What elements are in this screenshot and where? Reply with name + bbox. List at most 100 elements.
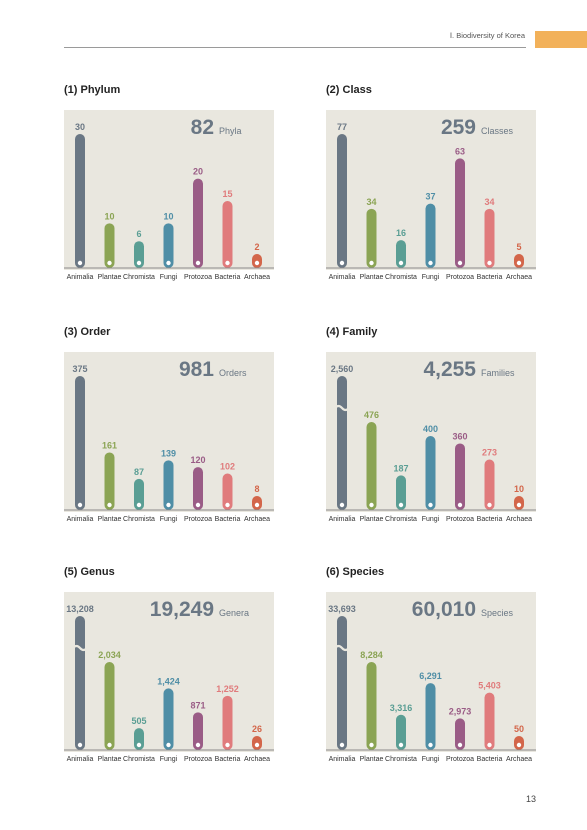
bar-bacteria — [484, 208, 495, 268]
category-label: Bacteria — [215, 274, 241, 281]
category-label: Archaea — [506, 516, 532, 523]
data-label: 34 — [484, 197, 494, 207]
category-label: Plantae — [98, 756, 122, 763]
data-label: 505 — [131, 716, 146, 726]
bar-protozoa — [455, 158, 465, 268]
bar-marker-dot — [77, 742, 83, 748]
bar-protozoa — [193, 712, 203, 750]
chart-phylum: (1) Phylum 30 Animalia 10 Plantae 6 Chromista… — [64, 84, 274, 281]
bar-plantae — [104, 662, 115, 750]
category-label: Fungi — [422, 756, 440, 763]
chart-class: (2) Class 77 Animalia 34 Plantae 16 Chromista… — [326, 84, 536, 281]
data-label: 2,973 — [449, 706, 472, 716]
bar-fungi — [163, 460, 174, 510]
data-label: 16 — [396, 228, 406, 238]
bar-marker-dot — [136, 502, 142, 508]
chart-svg: 30 Animalia 10 Plantae 6 Chromista 10 Fungi 20 Pr… — [64, 110, 274, 281]
data-label: 50 — [514, 724, 524, 734]
bar-plantae — [366, 422, 377, 510]
category-label: Archaea — [506, 274, 532, 281]
axis-break-mark — [334, 404, 350, 412]
bar-marker-dot — [428, 260, 433, 266]
chart-title: (5) Genus — [64, 566, 115, 578]
data-label: 13,208 — [66, 604, 94, 614]
category-label: Chromista — [385, 274, 417, 281]
bar-marker-dot — [339, 502, 345, 508]
chart-total-value: 19,249 — [150, 598, 214, 621]
data-label: 63 — [455, 146, 465, 156]
bar-marker-dot — [339, 742, 345, 748]
chart-svg: 375 Animalia 161 Plantae 87 Chromista 139 Fungi… — [64, 352, 274, 523]
category-label: Chromista — [385, 756, 417, 763]
bar-marker-dot — [166, 742, 171, 748]
bar-protozoa — [193, 178, 203, 268]
bar-animalia — [337, 134, 347, 268]
category-label: Plantae — [360, 516, 384, 523]
bar-marker-dot — [339, 260, 345, 266]
chart-total-unit: Phyla — [219, 126, 242, 136]
header-accent-tab — [535, 31, 587, 48]
bar-fungi — [163, 223, 174, 268]
bar-bacteria — [222, 695, 233, 750]
category-label: Fungi — [422, 274, 440, 281]
chart-species: (6) Species 33,693 Animalia 8,284 Plantae 3,… — [326, 566, 536, 763]
bar-plantae — [104, 223, 115, 268]
category-label: Protozoa — [184, 274, 212, 281]
chart-svg: 13,208 Animalia 2,034 Plantae 505 Chromista 1,… — [64, 592, 274, 763]
category-label: Plantae — [98, 516, 122, 523]
bar-protozoa — [455, 443, 465, 510]
data-label: 375 — [72, 364, 87, 374]
bar-chromista — [396, 714, 406, 750]
data-label: 1,424 — [157, 676, 180, 686]
bar-chromista — [134, 728, 144, 750]
bar-marker-dot — [195, 260, 201, 266]
bar-marker-dot — [254, 260, 260, 266]
chart-genus: (5) Genus 13,208 Animalia 2,034 Plantae 505 C… — [64, 566, 274, 763]
bar-marker-dot — [225, 502, 230, 508]
category-label: Bacteria — [215, 756, 241, 763]
bar-marker-dot — [487, 742, 492, 748]
axis-break-mark — [334, 644, 350, 652]
data-label: 476 — [364, 410, 379, 420]
chart-total-unit: Orders — [219, 368, 247, 378]
chart-total-value: 82 — [191, 116, 214, 139]
category-label: Protozoa — [446, 516, 474, 523]
chart-total-value: 259 — [441, 116, 476, 139]
category-label: Chromista — [123, 516, 155, 523]
bar-fungi — [425, 436, 436, 510]
bar-marker-dot — [195, 502, 201, 508]
bar-animalia — [75, 616, 85, 750]
bar-marker-dot — [166, 260, 171, 266]
category-label: Fungi — [160, 756, 178, 763]
bar-protozoa — [193, 467, 203, 510]
bar-marker-dot — [77, 260, 83, 266]
data-label: 6 — [136, 229, 141, 239]
chart-svg: 77 Animalia 34 Plantae 16 Chromista 37 Fungi 63 P… — [326, 110, 536, 281]
data-label: 10 — [514, 484, 524, 494]
bar-marker-dot — [398, 502, 404, 508]
chart-title: (6) Species — [326, 566, 385, 578]
bar-marker-dot — [107, 742, 112, 748]
bar-marker-dot — [369, 742, 374, 748]
chart-total-value: 981 — [179, 358, 214, 381]
bar-marker-dot — [516, 742, 522, 748]
category-label: Fungi — [160, 274, 178, 281]
category-label: Plantae — [360, 756, 384, 763]
category-label: Protozoa — [184, 516, 212, 523]
chart-title: (4) Family — [326, 326, 378, 338]
category-label: Chromista — [123, 274, 155, 281]
data-label: 5,403 — [478, 681, 501, 691]
bar-marker-dot — [166, 502, 171, 508]
category-label: Archaea — [244, 516, 270, 523]
category-label: Plantae — [360, 274, 384, 281]
bar-marker-dot — [136, 742, 142, 748]
bar-marker-dot — [516, 260, 522, 266]
bar-bacteria — [484, 692, 495, 750]
bar-bacteria — [222, 473, 233, 510]
axis-break-mark — [72, 644, 88, 652]
bar-marker-dot — [136, 260, 142, 266]
category-label: Animalia — [329, 756, 356, 763]
header-rule — [64, 47, 526, 48]
bar-marker-dot — [398, 260, 404, 266]
bar-animalia — [75, 376, 85, 510]
